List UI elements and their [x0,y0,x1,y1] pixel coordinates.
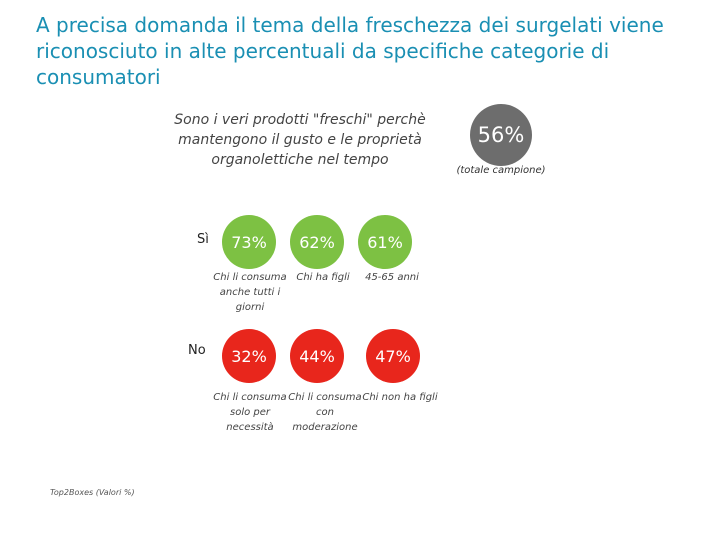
caption-si-3: 45-65 anni [365,272,419,283]
caption-no-2: Chi li consuma con moderazione [288,392,362,433]
caption-no-3: Chi non ha figli [362,392,438,403]
row-label-no: No [188,343,206,358]
value-circle-no-1: 32% [222,329,276,383]
value-circle-no-2: 44% [290,329,344,383]
caption-si-2: Chi ha figli [296,272,350,283]
caption-si-1: Chi li consuma anche tutti i giorni [213,272,287,313]
value-circle-si-1: 73% [222,215,276,269]
row-label-si: Sì [197,232,209,247]
page-title: A precisa domanda il tema della freschez… [36,13,664,89]
total-sample-circle: 56% [470,104,532,166]
value-circle-no-3: 47% [366,329,420,383]
value-circle-si-2: 62% [290,215,344,269]
caption-no-1: Chi li consuma solo per necessità [213,392,287,433]
value-circle-si-3: 61% [358,215,412,269]
total-sample-note: (totale campione) [456,165,546,176]
footnote: Top2Boxes (Valori %) [50,488,135,497]
chart-question: Sono i veri prodotti "freschi" perchè ma… [174,112,426,168]
